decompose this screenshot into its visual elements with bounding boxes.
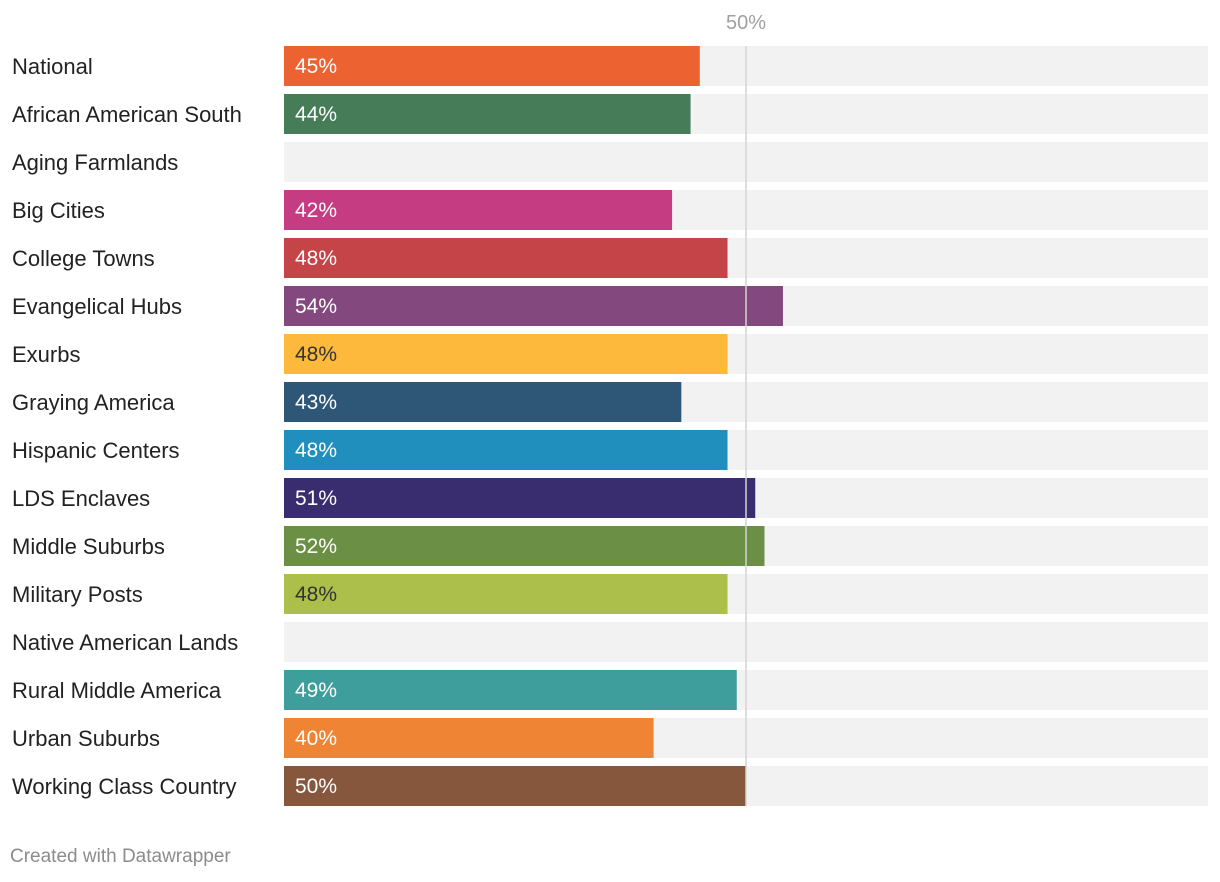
bar-row-native-american-lands: Native American Lands (12, 622, 1208, 662)
bar (284, 670, 737, 710)
category-label: Big Cities (12, 198, 105, 223)
credit-text: Created with Datawrapper (10, 846, 231, 867)
category-label: Rural Middle America (12, 678, 222, 703)
bar-row-urban-suburbs: Urban Suburbs 40% (12, 718, 1208, 758)
bar (284, 238, 728, 278)
bar (284, 334, 728, 374)
bar-row-graying-america: Graying America 43% (12, 382, 1208, 422)
value-label: 48% (295, 343, 337, 366)
bar-row-hispanic-centers: Hispanic Centers 48% (12, 430, 1208, 470)
value-label: 44% (295, 103, 337, 126)
bar (284, 190, 673, 230)
bar (284, 718, 654, 758)
category-label: Native American Lands (12, 630, 238, 655)
category-label: Evangelical Hubs (12, 294, 182, 319)
value-label: 43% (295, 391, 337, 414)
category-label: College Towns (12, 246, 155, 271)
bar-row-college-towns: College Towns 48% (12, 238, 1208, 278)
category-label: Hispanic Centers (12, 438, 180, 463)
value-label: 50% (295, 775, 337, 798)
bar (284, 382, 682, 422)
bar-row-aging-farmlands: Aging Farmlands (12, 142, 1208, 182)
value-label: 48% (295, 247, 337, 270)
value-label: 45% (295, 55, 337, 78)
value-label: 51% (295, 487, 337, 510)
bar (284, 766, 746, 806)
value-label: 48% (295, 439, 337, 462)
category-label: Urban Suburbs (12, 726, 160, 751)
bar (284, 574, 728, 614)
bar (284, 430, 728, 470)
category-label: LDS Enclaves (12, 486, 150, 511)
category-label: Working Class Country (12, 774, 237, 799)
bar-row-evangelical-hubs: Evangelical Hubs 54% (12, 286, 1208, 326)
bar-row-national: National 45% (12, 46, 1208, 86)
bar-rows: National 45% African American South 44% Agin… (12, 46, 1208, 806)
bar (284, 526, 765, 566)
bar-row-exurbs: Exurbs 48% (12, 334, 1208, 374)
category-label: National (12, 54, 93, 79)
category-label: Military Posts (12, 582, 143, 607)
bar-row-big-cities: Big Cities 42% (12, 190, 1208, 230)
category-label: Exurbs (12, 342, 80, 367)
bar-row-working-class-country: Working Class Country 50% (12, 766, 1208, 806)
category-label: Graying America (12, 390, 175, 415)
bar (284, 478, 756, 518)
value-label: 48% (295, 583, 337, 606)
bar-row-african-american-south: African American South 44% (12, 94, 1208, 134)
bar (284, 46, 700, 86)
reference-line-label: 50% (726, 12, 766, 34)
value-label: 49% (295, 679, 337, 702)
bar (284, 286, 783, 326)
category-label: Aging Farmlands (12, 150, 178, 175)
bar-row-rural-middle-america: Rural Middle America 49% (12, 670, 1208, 710)
category-label: Middle Suburbs (12, 534, 165, 559)
bar-row-middle-suburbs: Middle Suburbs 52% (12, 526, 1208, 566)
bar (284, 94, 691, 134)
bar-row-military-posts: Military Posts 48% (12, 574, 1208, 614)
category-label: African American South (12, 102, 242, 127)
value-label: 52% (295, 535, 337, 558)
bar-row-lds-enclaves: LDS Enclaves 51% (12, 478, 1208, 518)
value-label: 40% (295, 727, 337, 750)
value-label: 42% (295, 199, 337, 222)
value-label: 54% (295, 295, 337, 318)
